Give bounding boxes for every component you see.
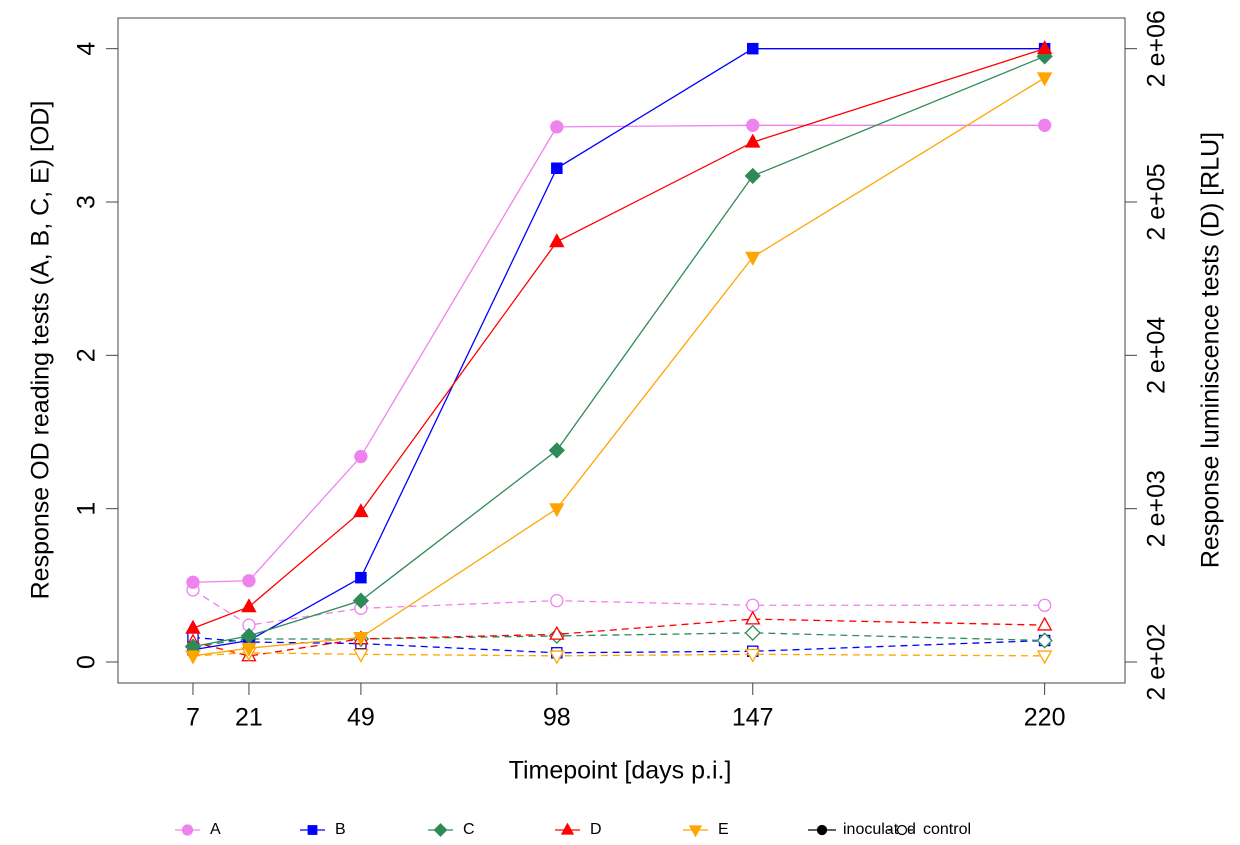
series-line bbox=[192, 589, 1045, 626]
data-point bbox=[745, 610, 761, 625]
data-point bbox=[1036, 616, 1053, 631]
data-point bbox=[186, 575, 200, 589]
x-tick-label: 7 bbox=[186, 704, 200, 732]
legend-marker bbox=[816, 824, 828, 836]
legend-label: C bbox=[463, 821, 475, 838]
y-tick-label: 0 bbox=[73, 655, 101, 669]
data-point bbox=[353, 632, 369, 647]
series-line bbox=[192, 652, 1045, 657]
legend-label: E bbox=[718, 821, 729, 838]
legend-marker bbox=[181, 824, 194, 836]
y2-tick-label: 2 e+02 bbox=[1143, 623, 1171, 700]
data-point bbox=[548, 442, 565, 459]
data-point bbox=[352, 592, 370, 609]
series-line bbox=[192, 55, 1045, 648]
series-line bbox=[192, 636, 1045, 654]
series-line bbox=[192, 48, 1045, 651]
data-point bbox=[241, 642, 257, 657]
y2-tick-label: 2 e+03 bbox=[1143, 470, 1171, 547]
x-tick-label: 147 bbox=[732, 704, 774, 732]
data-point bbox=[550, 594, 564, 608]
y-axis-title: Response OD reading tests (A, B, C, E) [… bbox=[27, 101, 55, 600]
plot-frame bbox=[117, 17, 1126, 684]
y-tick-label: 4 bbox=[73, 42, 101, 56]
x-tick-label: 21 bbox=[235, 704, 263, 732]
y-tick-label: 3 bbox=[73, 195, 101, 209]
data-point bbox=[355, 571, 367, 584]
data-point bbox=[185, 650, 201, 665]
data-point bbox=[354, 449, 368, 464]
x-tick-label: 49 bbox=[347, 704, 375, 732]
data-point bbox=[1036, 72, 1053, 87]
data-point bbox=[744, 624, 761, 641]
series-line bbox=[192, 618, 1045, 657]
data-point bbox=[1037, 598, 1052, 612]
data-point bbox=[746, 118, 760, 132]
x-tick-label: 220 bbox=[1024, 704, 1066, 732]
data-point bbox=[1037, 118, 1052, 132]
legend-marker bbox=[896, 824, 908, 836]
x-axis-title: Timepoint [days p.i.] bbox=[509, 757, 732, 785]
data-point bbox=[1036, 650, 1053, 665]
data-point bbox=[745, 648, 761, 663]
data-point bbox=[746, 42, 759, 55]
legend-label: B bbox=[335, 821, 346, 838]
legend-label: inoculated bbox=[843, 821, 916, 838]
data-point bbox=[185, 619, 201, 634]
data-point bbox=[550, 120, 564, 134]
legend-marker bbox=[433, 823, 448, 837]
data-point bbox=[1036, 40, 1053, 55]
data-point bbox=[745, 251, 761, 266]
x-tick-label: 98 bbox=[543, 704, 571, 732]
data-point bbox=[745, 133, 761, 148]
data-point bbox=[242, 574, 256, 588]
series-line bbox=[192, 48, 1045, 629]
legend-marker bbox=[307, 825, 318, 835]
data-point bbox=[549, 503, 565, 518]
legend-label: D bbox=[590, 821, 602, 838]
legend-label: control bbox=[923, 821, 971, 838]
data-point bbox=[746, 598, 760, 612]
series-line bbox=[192, 124, 1045, 583]
legend-label: A bbox=[210, 821, 221, 838]
data-point bbox=[353, 648, 369, 663]
data-point bbox=[549, 233, 565, 248]
y2-tick-label: 2 e+04 bbox=[1143, 317, 1171, 394]
data-point bbox=[551, 162, 563, 175]
series-line bbox=[192, 632, 1045, 648]
legend-marker bbox=[560, 822, 575, 835]
y-tick-label: 1 bbox=[73, 502, 101, 516]
data-point bbox=[241, 598, 257, 613]
data-point bbox=[353, 503, 369, 518]
data-point bbox=[744, 167, 761, 185]
data-point bbox=[549, 625, 565, 640]
data-point bbox=[1036, 632, 1053, 649]
y-tick-label: 2 bbox=[73, 348, 101, 362]
series-line bbox=[192, 77, 1045, 657]
data-point bbox=[549, 650, 565, 665]
legend-marker bbox=[688, 825, 703, 838]
y2-tick-label: 2 e+06 bbox=[1143, 10, 1171, 87]
y2-axis-title: Response luminiscence tests (D) [RLU] bbox=[1197, 132, 1225, 568]
y2-tick-label: 2 e+05 bbox=[1143, 163, 1171, 240]
